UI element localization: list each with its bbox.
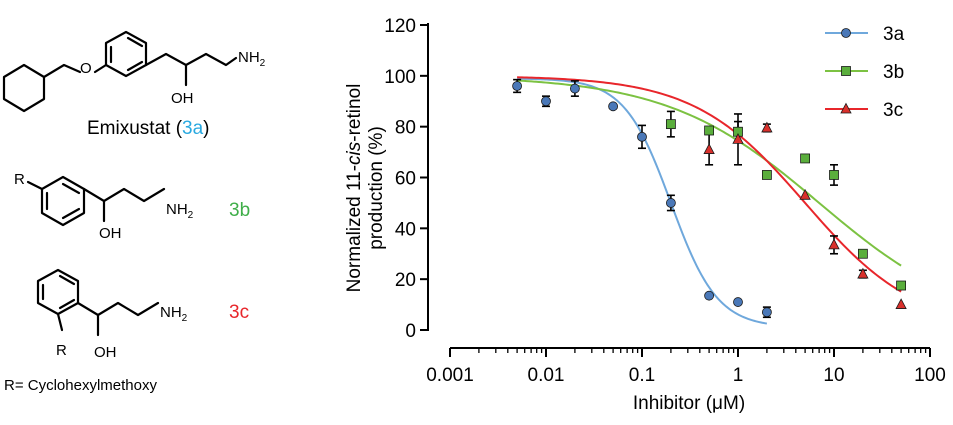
data-point-3c <box>761 121 773 133</box>
data-point-3b <box>857 248 868 259</box>
y-tick-label: 60 <box>395 169 416 190</box>
legend-marker-3a <box>841 28 851 38</box>
legend-marker-3b <box>841 66 851 76</box>
data-point-3a <box>512 81 523 91</box>
structures-panel: O OH NH2 Emixustat (3a) R OH NH2 <box>2 30 266 394</box>
y-tick-label: 40 <box>395 219 416 240</box>
legend-label-3b: 3b <box>883 62 904 83</box>
y-tick-label: 100 <box>384 67 416 88</box>
emixustat-structure: O OH NH2 Emixustat (3a) <box>2 30 266 139</box>
compound-3c-structure: R OH NH2 3c <box>36 268 249 361</box>
hydroxyl-label-3c: OH <box>94 344 117 361</box>
dose-response-chart: 0 20 40 60 80 100 120 0.001 0.01 0.1 1 10 100 3a 3b 3c… <box>344 16 946 414</box>
data-point-3a <box>761 307 772 318</box>
fit-curves <box>517 76 902 325</box>
hydroxyl-label: OH <box>171 90 194 107</box>
data-point-3c <box>857 267 869 279</box>
emixustat-caption: Emixustat (3a) <box>87 118 210 139</box>
y-tick-label: 20 <box>395 270 416 291</box>
r-group-label-3c: R <box>56 342 67 359</box>
y-axis-label: Normalized 11-cis-retinol production (%) <box>344 84 387 293</box>
fit-curve-3a <box>517 77 768 325</box>
ether-oxygen-label: O <box>80 60 92 77</box>
amine-label-3b: NH2 <box>166 201 194 221</box>
x-tick-label: 0.001 <box>426 365 474 386</box>
data-point-3c <box>895 298 907 309</box>
fit-curve-3b <box>517 79 902 267</box>
data-point-3a <box>637 131 647 142</box>
legend-marker-3c <box>840 102 852 114</box>
amine-label-3c: NH2 <box>160 304 188 324</box>
hydroxyl-label-3b: OH <box>99 225 122 242</box>
y-tick-label: 0 <box>405 321 416 342</box>
data-points <box>512 81 907 318</box>
compound-3b-code: 3b <box>229 200 250 221</box>
x-tick-label: 0.1 <box>629 365 655 386</box>
data-point-3b <box>800 153 811 164</box>
legend-label-3c: 3c <box>883 100 903 121</box>
r-group-label-3b: R <box>14 171 25 188</box>
amine-label: NH2 <box>238 49 266 69</box>
data-point-3a <box>541 96 551 107</box>
compound-3b-structure: R OH NH2 3b <box>14 171 250 242</box>
data-point-3a <box>733 297 743 307</box>
r-group-definition: R= Cyclohexylmethoxy <box>4 377 157 394</box>
data-point-3b <box>896 280 907 291</box>
data-point-3b <box>704 125 715 136</box>
x-tick-label: 100 <box>914 365 946 386</box>
data-point-3b <box>761 170 772 180</box>
legend-label-3a: 3a <box>883 24 905 45</box>
data-point-3c <box>703 143 715 154</box>
y-axis-label-line2: production (%) <box>366 126 387 250</box>
x-tick-label: 1 <box>733 365 744 386</box>
data-point-3a <box>608 101 619 112</box>
data-point-3c <box>828 238 840 250</box>
data-point-3a <box>665 198 676 208</box>
data-point-3b <box>665 119 676 130</box>
chart-axes: 0 20 40 60 80 100 120 0.001 0.01 0.1 1 10 100 <box>384 16 946 386</box>
x-tick-label: 10 <box>823 365 844 386</box>
y-axis-label-line1: Normalized 11-cis-retinol <box>344 84 365 293</box>
y-tick-label: 80 <box>395 118 416 139</box>
data-point-3c <box>799 188 811 200</box>
compound-3c-code: 3c <box>229 302 249 323</box>
data-point-3c <box>732 133 744 144</box>
legend: 3a 3b 3c <box>825 24 905 121</box>
data-point-3a <box>569 83 580 94</box>
y-tick-label: 120 <box>384 16 416 37</box>
x-tick-label: 0.01 <box>528 365 565 386</box>
fit-curve-3c <box>517 76 902 293</box>
x-axis-label: Inhibitor (μM) <box>633 393 745 414</box>
data-point-3a <box>704 290 715 301</box>
data-point-3b <box>829 170 839 180</box>
